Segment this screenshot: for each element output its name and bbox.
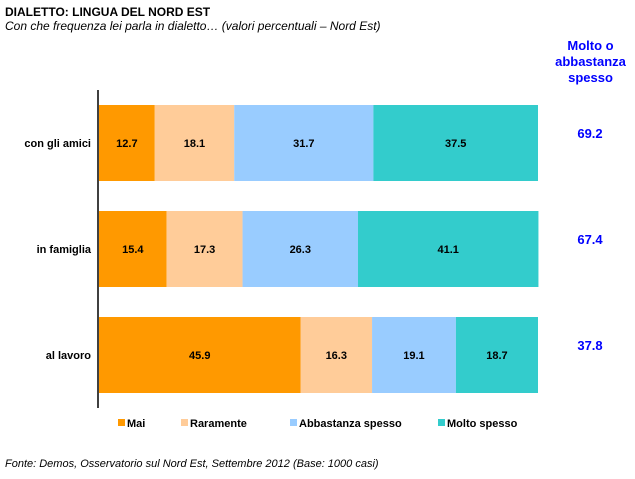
bar-segment (99, 317, 301, 393)
bar-segment (166, 211, 243, 287)
legend-swatch (181, 419, 188, 426)
legend-label: Mai (127, 418, 145, 430)
value-label: 19.1 (403, 350, 424, 362)
value-label: 12.7 (116, 138, 137, 150)
source-note: Fonte: Demos, Osservatorio sul Nord Est,… (5, 458, 379, 470)
legend-swatch (290, 419, 297, 426)
total-value-label: 67.4 (577, 232, 603, 247)
bar-segment (373, 105, 538, 181)
chart-subtitle: Con che frequenza lei parla in dialetto…… (5, 19, 381, 33)
value-label: 37.5 (445, 138, 466, 150)
value-label: 17.3 (194, 244, 215, 256)
value-label: 18.1 (184, 138, 205, 150)
bar-segment (99, 211, 167, 287)
legend-label: Raramente (190, 418, 247, 430)
value-label: 15.4 (122, 244, 144, 256)
bar-segment (154, 105, 235, 181)
total-value-label: 69.2 (577, 126, 602, 141)
chart-title: DIALETTO: LINGUA DEL NORD EST (5, 5, 211, 19)
totals-header-line: abbastanza (555, 54, 626, 69)
value-label: 18.7 (486, 350, 507, 362)
value-label: 31.7 (293, 138, 314, 150)
category-label: in famiglia (37, 244, 92, 256)
value-label: 41.1 (438, 244, 459, 256)
value-label: 45.9 (189, 350, 210, 362)
bar-segment (99, 105, 155, 181)
legend-swatch (118, 419, 125, 426)
bar-segment (372, 317, 456, 393)
value-label: 16.3 (326, 350, 347, 362)
category-label: con gli amici (24, 138, 91, 150)
bar-segment (234, 105, 374, 181)
bar-segment (455, 317, 538, 393)
bar-segment (242, 211, 359, 287)
totals-header-line: spesso (568, 70, 613, 85)
legend-label: Abbastanza spesso (299, 418, 402, 430)
bar-segment (358, 211, 539, 287)
totals-header-line: Molto o (567, 38, 614, 53)
value-label: 26.3 (290, 244, 311, 256)
legend-label: Molto spesso (447, 418, 518, 430)
bar-segment (300, 317, 373, 393)
total-value-label: 37.8 (577, 338, 602, 353)
category-label: al lavoro (46, 350, 92, 362)
legend-swatch (438, 419, 445, 426)
totals-header: Molto o abbastanza spesso (548, 38, 633, 86)
